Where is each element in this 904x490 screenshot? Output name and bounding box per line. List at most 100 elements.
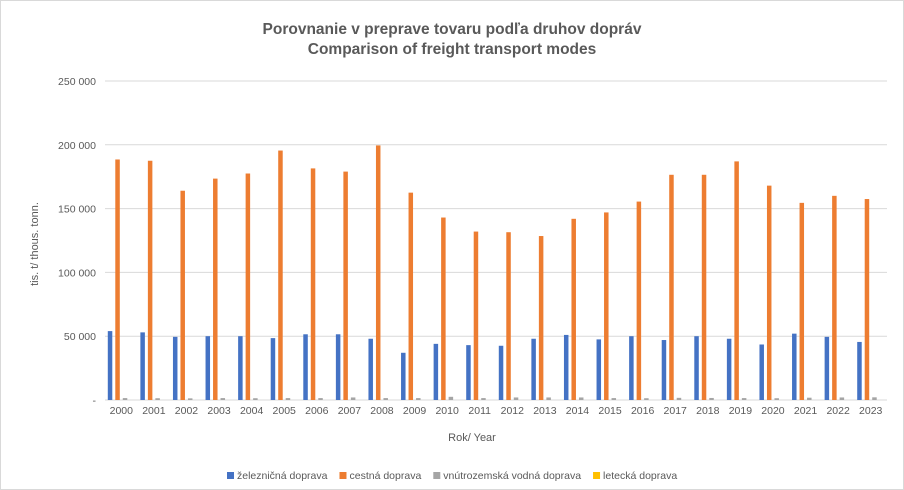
- bar-železničná-doprava-2007: [335, 334, 341, 400]
- bar-železničná-doprava-2016: [629, 336, 634, 400]
- legend-label: železničná doprava: [237, 470, 328, 482]
- bar-železničná-doprava-2012: [498, 345, 504, 400]
- legend-label: letecká doprava: [603, 470, 677, 482]
- bar-železničná-doprava-2004: [238, 336, 243, 400]
- bar-železničná-doprava-2014: [563, 334, 569, 400]
- bar-vnútrozemská-vodná-doprava-2005: [285, 398, 291, 400]
- x-tick-label: 2019: [729, 405, 753, 417]
- bar-vnútrozemská-vodná-doprava-2019: [741, 398, 747, 400]
- x-tick-label: 2022: [826, 405, 850, 417]
- y-tick-label: 100 000: [58, 267, 96, 279]
- bar-vnútrozemská-vodná-doprava-2008: [383, 398, 388, 400]
- x-tick-label: 2008: [370, 405, 394, 417]
- legend-swatch: [433, 472, 441, 479]
- legend-swatch: [593, 472, 601, 479]
- bar-vnútrozemská-vodná-doprava-2013: [546, 397, 551, 400]
- x-tick-label: 2010: [435, 405, 459, 417]
- bar-vnútrozemská-vodná-doprava-2018: [709, 397, 714, 400]
- x-axis-title: Rok/ Year: [448, 432, 496, 444]
- x-tick-label: 2013: [533, 405, 557, 417]
- x-tick-label: 2002: [175, 405, 199, 417]
- bar-vnútrozemská-vodná-doprava-2022: [839, 397, 845, 400]
- y-tick-label: 50 000: [64, 331, 96, 343]
- bar-vnútrozemská-vodná-doprava-2020: [774, 398, 779, 400]
- x-tick-label: 2018: [696, 405, 720, 417]
- bar-vnútrozemská-vodná-doprava-2007: [350, 397, 356, 400]
- x-tick-label: 2020: [761, 405, 785, 417]
- x-tick-label: 2007: [338, 405, 362, 417]
- bar-cestná-doprava-2018: [701, 174, 707, 400]
- bar-cestná-doprava-2008: [375, 145, 381, 400]
- bar-železničná-doprava-2008: [368, 338, 373, 400]
- bar-železničná-doprava-2003: [205, 336, 211, 400]
- bar-železničná-doprava-2006: [303, 334, 308, 400]
- bar-železničná-doprava-2005: [270, 338, 276, 400]
- x-tick-label: 2015: [598, 405, 622, 417]
- x-tick-label: 2006: [305, 405, 329, 417]
- bar-železničná-doprava-2018: [694, 336, 699, 400]
- y-tick-label: -: [93, 395, 97, 407]
- bar-železničná-doprava-2002: [172, 336, 178, 400]
- y-tick-label: 150 000: [58, 204, 96, 216]
- x-tick-label: 2023: [859, 405, 883, 417]
- x-tick-label: 2003: [207, 405, 231, 417]
- gridlines: [105, 80, 887, 401]
- bar-vnútrozemská-vodná-doprava-2002: [187, 398, 193, 400]
- bar-vnútrozemská-vodná-doprava-2014: [578, 397, 584, 400]
- bar-železničná-doprava-2013: [531, 338, 536, 400]
- bar-železničná-doprava-2001: [140, 332, 145, 400]
- legend: železničná doprava cestná doprava vnútroze…: [227, 470, 677, 482]
- bar-cestná-doprava-2020: [766, 185, 772, 400]
- bar-železničná-doprava-2022: [824, 336, 830, 400]
- chart-title: Porovnanie v preprave tovaru podľa druho…: [263, 21, 642, 38]
- y-tick-label: 200 000: [58, 140, 96, 152]
- x-tick-label: 2016: [631, 405, 655, 417]
- bar-cestná-doprava-2023: [864, 199, 870, 400]
- bar-železničná-doprava-2021: [792, 333, 797, 400]
- y-axis-title: tis. t/ thous. tonn.: [29, 202, 41, 286]
- x-tick-label: 2009: [403, 405, 427, 417]
- bar-cestná-doprava-2019: [734, 161, 739, 400]
- bar-cestná-doprava-2004: [245, 173, 251, 400]
- bar-cestná-doprava-2012: [506, 232, 511, 400]
- x-tick-label: 2017: [664, 405, 688, 417]
- bar-cestná-doprava-2007: [343, 171, 348, 400]
- bar-železničná-doprava-2019: [726, 338, 732, 400]
- bar-cestná-doprava-2017: [669, 174, 674, 400]
- bar-vnútrozemská-vodná-doprava-2010: [448, 396, 454, 400]
- bar-cestná-doprava-2002: [180, 190, 185, 400]
- bar-železničná-doprava-2020: [759, 344, 764, 400]
- bar-vnútrozemská-vodná-doprava-2023: [872, 397, 877, 400]
- bar-vnútrozemská-vodná-doprava-2003: [220, 398, 226, 400]
- bar-železničná-doprava-2009: [401, 352, 406, 400]
- bar-železničná-doprava-2000: [107, 331, 113, 400]
- bar-cestná-doprava-2010: [441, 217, 446, 400]
- legend-label: cestná doprava: [349, 470, 421, 482]
- bar-železničná-doprava-2015: [596, 339, 602, 400]
- bar-vnútrozemská-vodná-doprava-2004: [253, 398, 258, 400]
- legend-swatch: [339, 472, 347, 479]
- x-tick-label: 2004: [240, 405, 264, 417]
- legend-label: vnútrozemská vodná doprava: [443, 470, 581, 482]
- bar-cestná-doprava-2016: [636, 201, 642, 400]
- x-tick-label: 2014: [566, 405, 590, 417]
- bar-cestná-doprava-2006: [310, 168, 316, 400]
- bar-vnútrozemská-vodná-doprava-2015: [611, 398, 617, 400]
- bar-vnútrozemská-vodná-doprava-2001: [155, 398, 160, 400]
- bars: [107, 145, 877, 400]
- bar-železničná-doprava-2017: [661, 340, 667, 400]
- bar-vnútrozemská-vodná-doprava-2017: [676, 397, 682, 400]
- bar-cestná-doprava-2003: [213, 178, 218, 400]
- bar-cestná-doprava-2009: [408, 192, 414, 400]
- bar-cestná-doprava-2015: [604, 212, 609, 400]
- bar-cestná-doprava-2001: [147, 160, 153, 400]
- bar-železničná-doprava-2010: [433, 343, 439, 400]
- x-tick-label: 2001: [142, 405, 166, 417]
- bar-vnútrozemská-vodná-doprava-2016: [644, 398, 649, 400]
- x-tick-label: 2011: [468, 405, 491, 417]
- bar-cestná-doprava-2005: [278, 150, 283, 400]
- x-tick-label: 2005: [273, 405, 297, 417]
- bar-vnútrozemská-vodná-doprava-2012: [513, 397, 519, 400]
